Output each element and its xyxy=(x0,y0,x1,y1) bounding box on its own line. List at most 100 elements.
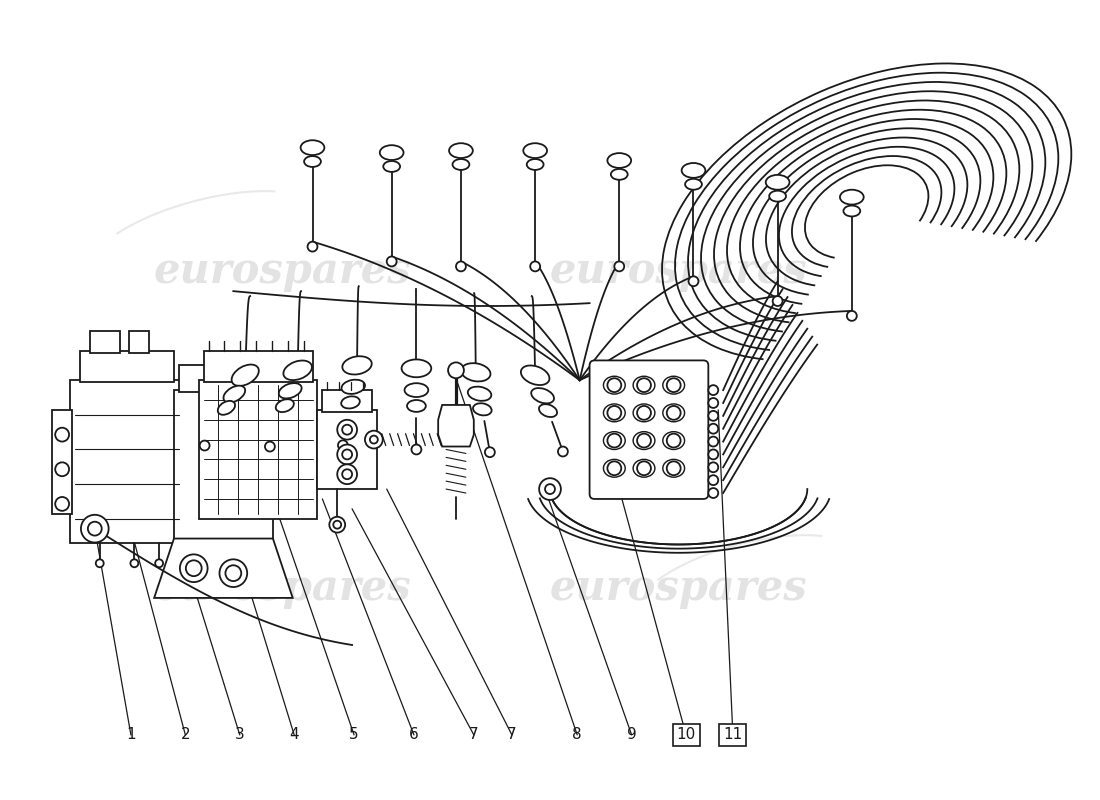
Circle shape xyxy=(667,462,681,475)
Ellipse shape xyxy=(341,380,365,394)
Circle shape xyxy=(667,406,681,420)
Circle shape xyxy=(342,450,352,459)
Ellipse shape xyxy=(604,459,625,477)
Circle shape xyxy=(96,559,103,567)
Text: 5: 5 xyxy=(350,727,359,742)
Circle shape xyxy=(708,437,718,446)
Text: eurospares: eurospares xyxy=(154,567,411,609)
Circle shape xyxy=(365,430,383,449)
Ellipse shape xyxy=(769,190,786,202)
Ellipse shape xyxy=(634,459,654,477)
Ellipse shape xyxy=(524,143,547,158)
Circle shape xyxy=(667,434,681,447)
Ellipse shape xyxy=(844,206,860,217)
Ellipse shape xyxy=(218,401,235,414)
Circle shape xyxy=(329,517,345,533)
Circle shape xyxy=(88,522,101,535)
Circle shape xyxy=(689,276,698,286)
Ellipse shape xyxy=(604,376,625,394)
Ellipse shape xyxy=(461,363,491,382)
Ellipse shape xyxy=(379,145,404,160)
FancyBboxPatch shape xyxy=(590,361,708,499)
Circle shape xyxy=(708,450,718,459)
Circle shape xyxy=(637,406,651,420)
Ellipse shape xyxy=(284,361,312,380)
Bar xyxy=(318,410,377,489)
Circle shape xyxy=(226,566,241,581)
Circle shape xyxy=(530,262,540,271)
Ellipse shape xyxy=(383,161,400,172)
Circle shape xyxy=(637,462,651,475)
Ellipse shape xyxy=(840,190,864,205)
Circle shape xyxy=(708,411,718,421)
Text: 10: 10 xyxy=(676,727,695,742)
Ellipse shape xyxy=(521,366,549,385)
Circle shape xyxy=(637,378,651,392)
Circle shape xyxy=(637,434,651,447)
Text: 4: 4 xyxy=(289,727,299,742)
Circle shape xyxy=(186,560,201,576)
Ellipse shape xyxy=(663,432,684,450)
Circle shape xyxy=(370,436,377,443)
Circle shape xyxy=(338,440,348,450)
Ellipse shape xyxy=(663,459,684,477)
Circle shape xyxy=(131,559,139,567)
Bar xyxy=(179,366,268,392)
Circle shape xyxy=(338,445,358,464)
Circle shape xyxy=(448,362,464,378)
Ellipse shape xyxy=(634,404,654,422)
Ellipse shape xyxy=(405,383,428,397)
Circle shape xyxy=(308,242,318,251)
Text: 1: 1 xyxy=(126,727,135,742)
Text: 3: 3 xyxy=(235,727,244,742)
Text: eurospares: eurospares xyxy=(550,250,807,292)
Text: 2: 2 xyxy=(180,727,190,742)
Ellipse shape xyxy=(634,432,654,450)
Circle shape xyxy=(342,470,352,479)
Ellipse shape xyxy=(682,163,705,178)
Circle shape xyxy=(485,447,495,457)
Ellipse shape xyxy=(604,404,625,422)
Ellipse shape xyxy=(300,140,324,155)
Circle shape xyxy=(81,514,109,542)
Ellipse shape xyxy=(407,400,426,412)
Ellipse shape xyxy=(607,153,631,168)
Text: 7: 7 xyxy=(507,727,517,742)
Circle shape xyxy=(200,441,210,450)
Polygon shape xyxy=(438,405,474,446)
Ellipse shape xyxy=(276,399,294,412)
Circle shape xyxy=(539,478,561,500)
Circle shape xyxy=(708,398,718,408)
Text: 11: 11 xyxy=(724,727,743,742)
Text: 8: 8 xyxy=(572,727,582,742)
Ellipse shape xyxy=(402,359,431,378)
Circle shape xyxy=(55,497,69,511)
Circle shape xyxy=(607,406,621,420)
Circle shape xyxy=(708,424,718,434)
Bar xyxy=(80,350,174,382)
Bar xyxy=(204,350,312,382)
Circle shape xyxy=(607,378,621,392)
Circle shape xyxy=(708,462,718,472)
Circle shape xyxy=(155,559,163,567)
Circle shape xyxy=(847,311,857,321)
Text: eurospares: eurospares xyxy=(154,250,411,292)
Circle shape xyxy=(614,262,624,271)
Circle shape xyxy=(546,484,554,494)
Bar xyxy=(90,330,120,353)
Circle shape xyxy=(387,257,397,266)
Circle shape xyxy=(55,428,69,442)
Text: 7: 7 xyxy=(469,727,478,742)
Text: eurospares: eurospares xyxy=(550,567,807,609)
Ellipse shape xyxy=(539,404,557,417)
Ellipse shape xyxy=(452,159,470,170)
Ellipse shape xyxy=(342,356,372,374)
Ellipse shape xyxy=(278,383,301,398)
Text: 6: 6 xyxy=(409,727,419,742)
Circle shape xyxy=(55,462,69,476)
Circle shape xyxy=(338,464,358,484)
Bar xyxy=(322,390,372,412)
Text: 9: 9 xyxy=(627,727,637,742)
Circle shape xyxy=(338,420,358,439)
Ellipse shape xyxy=(531,388,554,403)
